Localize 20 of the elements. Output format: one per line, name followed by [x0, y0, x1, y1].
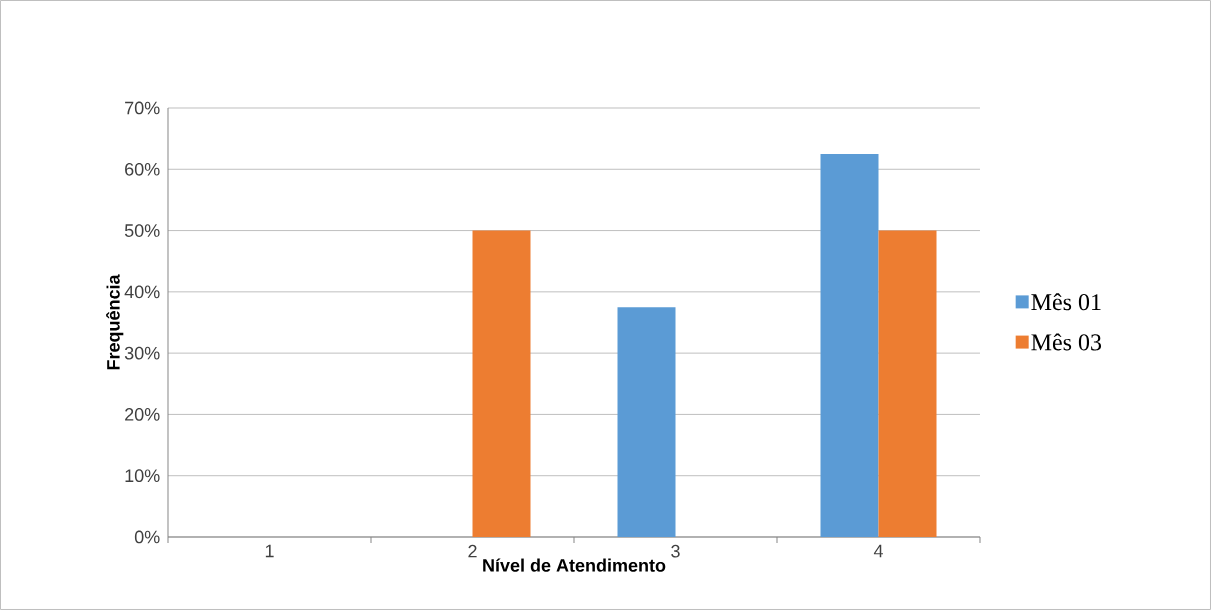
bar: [878, 230, 937, 537]
legend-label: Mês 01: [1031, 293, 1101, 311]
y-axis-title: Frequência: [106, 274, 124, 370]
y-tick-label: 60%: [125, 162, 160, 176]
x-tick-label: 3: [671, 544, 680, 558]
x-tick-label: 1: [265, 544, 274, 558]
y-tick-label: 10%: [125, 469, 160, 483]
y-tick-label: 30%: [124, 346, 160, 360]
bar: [472, 230, 531, 537]
x-tick-label: 4: [873, 544, 883, 558]
x-tick-label: 2: [468, 544, 477, 558]
x-axis-title: Nível de Atendimento: [483, 558, 666, 572]
y-tick-label: 70%: [125, 101, 160, 115]
y-tick-label: 20%: [125, 408, 160, 421]
y-tick-label: 40%: [124, 285, 160, 299]
y-tick-label: 0%: [134, 530, 160, 544]
y-tick-label: 50%: [124, 224, 160, 237]
legend-label: Mês 03: [1031, 333, 1102, 351]
bar: [820, 153, 879, 537]
bar: [617, 307, 676, 537]
